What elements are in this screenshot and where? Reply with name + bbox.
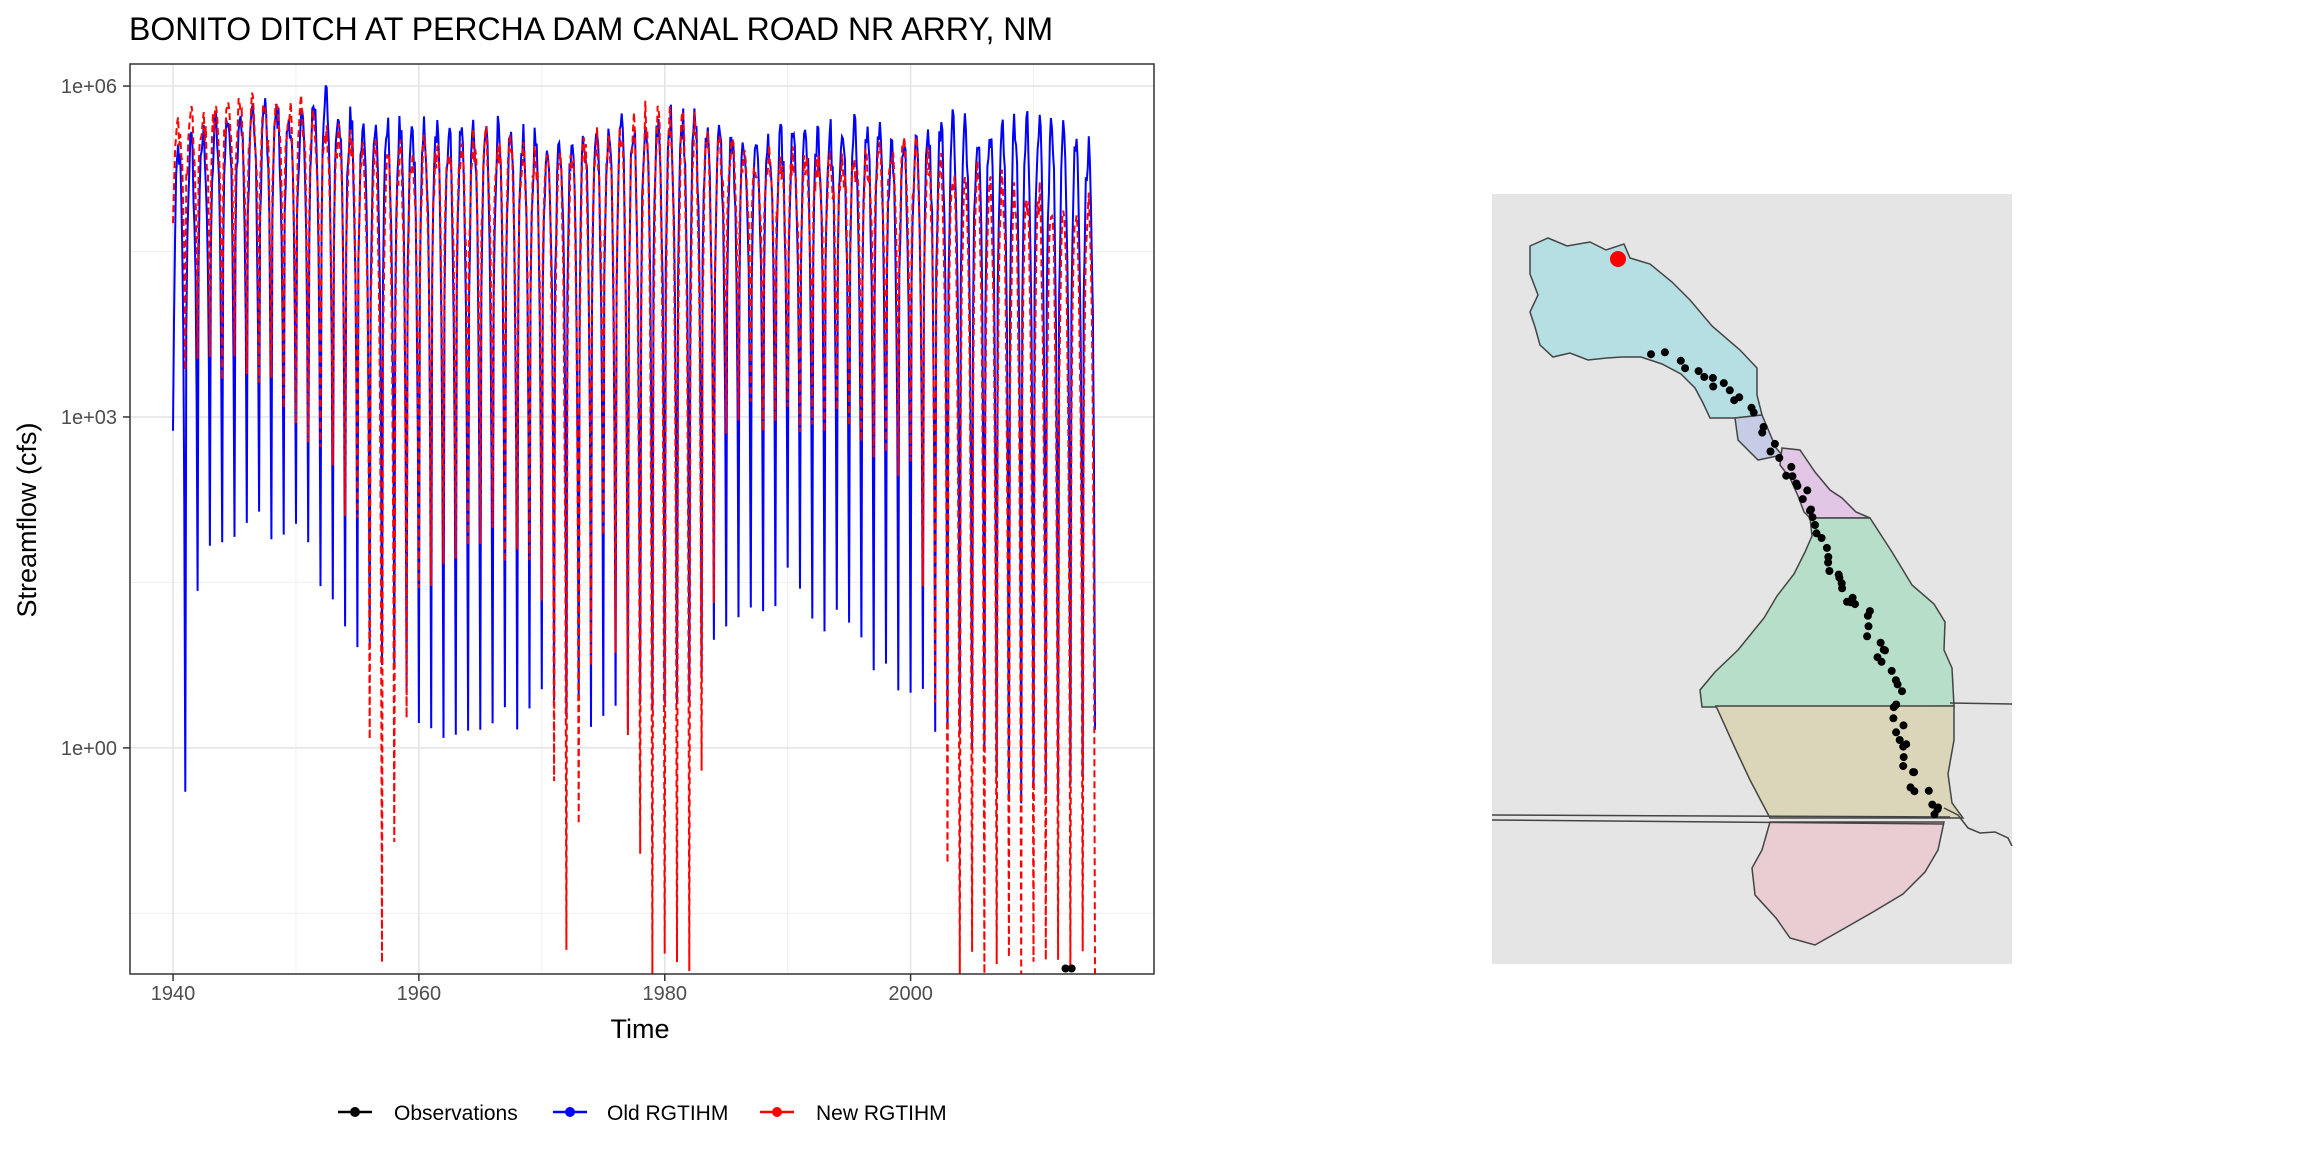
series-line-new-rgtihm [172, 92, 1096, 975]
site-point [1770, 439, 1779, 448]
map-boundary-line [1491, 819, 1945, 825]
site-point [1876, 638, 1885, 647]
legend-item-old-rgtihm: Old RGTIHM [553, 1102, 728, 1125]
site-point [1694, 367, 1703, 376]
site-point [1889, 714, 1898, 723]
y-tick-label: 1e+06 [61, 76, 117, 98]
x-tick-label: 2000 [888, 983, 933, 1005]
site-point [1898, 687, 1906, 696]
site-point [1881, 646, 1889, 655]
site-point [1749, 408, 1758, 417]
site-point [1895, 736, 1904, 744]
panel-border [129, 63, 1155, 975]
site-point [1788, 472, 1797, 481]
site-point [1709, 382, 1718, 391]
legend-label: Observations [394, 1102, 518, 1125]
site-point [1887, 666, 1896, 675]
site-point [1793, 481, 1802, 490]
site-point [1758, 428, 1767, 437]
y-tick-label: 1e+00 [61, 738, 117, 760]
observation-point [1067, 964, 1076, 973]
map-boundary-line [1949, 702, 2013, 705]
x-tick-label: 1940 [151, 983, 196, 1005]
site-point [1899, 721, 1908, 730]
site-point [1700, 372, 1709, 381]
site-points [1647, 348, 1942, 819]
site-point [1889, 703, 1898, 712]
y-tick-label: 1e+03 [61, 407, 117, 429]
site-point [1807, 505, 1815, 514]
site-point [1910, 787, 1919, 796]
site-point [1775, 453, 1784, 462]
x-axis-title: Time [611, 1014, 670, 1044]
site-point [1647, 350, 1655, 359]
site-point [1730, 396, 1739, 405]
site-point [1808, 513, 1817, 522]
observation-point [1061, 964, 1070, 973]
legend-key-point [565, 1107, 575, 1117]
site-point [1676, 356, 1685, 365]
site-point [1812, 529, 1821, 538]
site-point [1798, 495, 1807, 504]
map-boundary-line [1491, 814, 1951, 818]
map-region-5 [1714, 705, 1965, 819]
site-point [1803, 486, 1812, 495]
site-point [1787, 462, 1796, 471]
site-point [1681, 364, 1690, 373]
site-point [1863, 611, 1872, 620]
x-tick-label: 1960 [397, 983, 442, 1005]
legend-label: New RGTIHM [816, 1102, 947, 1125]
legend: Observations Old RGTIHM New RGTIHM [338, 1102, 947, 1125]
legend-label: Old RGTIHM [607, 1102, 728, 1125]
site-point [1825, 567, 1834, 575]
site-point [1766, 447, 1775, 456]
legend-key-point [772, 1107, 782, 1117]
y-axis: 1e+00 1e+03 1e+06 [61, 76, 130, 760]
site-point [1811, 521, 1819, 529]
site-point [1851, 600, 1859, 609]
site-point [1782, 471, 1791, 480]
selected-site-marker [1610, 251, 1626, 267]
y-axis-title: Streamflow (cfs) [12, 422, 42, 617]
x-axis: 1940 1960 1980 2000 [151, 974, 933, 1005]
site-point [1864, 622, 1873, 631]
site-point [1708, 373, 1717, 382]
site-point [1725, 386, 1734, 395]
legend-item-observations: Observations [338, 1102, 518, 1125]
site-point [1877, 657, 1886, 666]
site-point [1930, 810, 1939, 819]
site-point [1909, 768, 1918, 777]
legend-item-new-rgtihm: New RGTIHM [760, 1102, 947, 1125]
site-point [1899, 742, 1908, 751]
x-tick-label: 1980 [642, 983, 687, 1005]
site-point [1817, 534, 1826, 542]
site-point [1893, 680, 1902, 689]
map-region-6 [1751, 821, 1945, 946]
series-line-old-rgtihm [172, 84, 1096, 804]
site-point [1660, 348, 1669, 357]
site-point [1822, 543, 1831, 552]
legend-key-point [350, 1107, 360, 1117]
plot-panel [129, 63, 1155, 975]
basin-map [1491, 194, 2013, 964]
site-point [1892, 728, 1901, 737]
site-point [1899, 762, 1908, 770]
site-point [1824, 558, 1833, 567]
chart-title: BONITO DITCH AT PERCHA DAM CANAL ROAD NR… [129, 11, 1053, 47]
site-point [1838, 584, 1847, 593]
map-river-channel [1943, 807, 2013, 847]
site-point [1934, 803, 1942, 812]
series-layer [172, 84, 1096, 975]
site-point [1899, 753, 1908, 762]
site-point [1863, 632, 1872, 641]
site-point [1924, 786, 1933, 795]
site-point [1719, 379, 1728, 388]
